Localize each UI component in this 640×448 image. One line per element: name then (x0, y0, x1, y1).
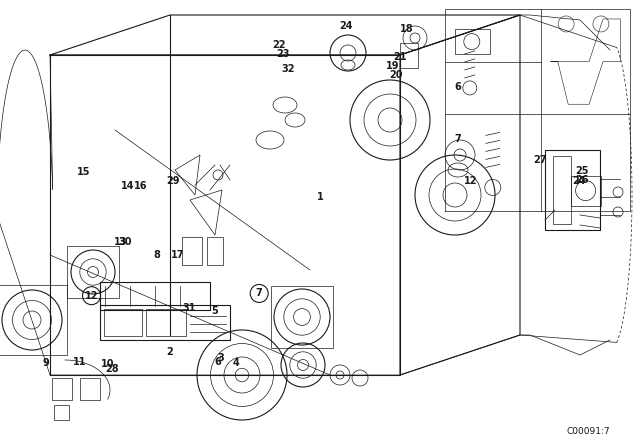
Bar (271, 286, 333, 348)
Text: 18: 18 (400, 24, 414, 34)
Bar (455, 29, 490, 54)
Text: 14: 14 (121, 181, 135, 191)
Text: 13: 13 (113, 237, 127, 247)
Text: 3: 3 (218, 353, 224, 363)
Text: 17: 17 (171, 250, 185, 260)
Bar (553, 156, 571, 224)
Bar (52, 378, 72, 400)
Text: 24: 24 (572, 177, 586, 186)
Text: 8: 8 (154, 250, 160, 260)
Text: 7: 7 (455, 134, 461, 144)
Text: 12: 12 (84, 291, 99, 301)
Text: 11: 11 (73, 357, 87, 367)
Text: 24: 24 (339, 21, 353, 31)
Bar (146, 309, 186, 336)
Text: 32: 32 (281, 65, 295, 74)
Text: 23: 23 (276, 49, 290, 59)
Text: 20: 20 (388, 70, 403, 80)
Text: 7: 7 (256, 289, 262, 298)
Text: 6: 6 (214, 357, 221, 367)
Bar (571, 176, 600, 206)
Text: 4: 4 (232, 358, 239, 368)
Text: 10: 10 (100, 359, 115, 369)
Text: 6: 6 (455, 82, 461, 92)
Bar (104, 309, 142, 336)
Text: 12: 12 (463, 177, 477, 186)
Text: 16: 16 (134, 181, 148, 191)
Text: 15: 15 (76, 168, 90, 177)
Text: 19: 19 (385, 61, 399, 71)
Text: 1: 1 (317, 192, 323, 202)
Bar (207, 237, 223, 265)
Text: 27: 27 (532, 155, 547, 165)
Text: C00091:7: C00091:7 (567, 427, 611, 436)
Bar (80, 378, 100, 400)
Text: 29: 29 (166, 177, 180, 186)
Text: 22: 22 (272, 40, 286, 50)
Bar (54, 405, 69, 420)
Text: 21: 21 (393, 52, 407, 62)
Bar (545, 150, 600, 230)
Bar (100, 282, 210, 310)
Bar (100, 305, 230, 340)
Text: 5: 5 (211, 306, 218, 316)
Text: 25: 25 (575, 166, 589, 176)
Bar (182, 237, 202, 265)
Bar (67, 246, 119, 298)
Text: 2: 2 (166, 347, 173, 357)
Text: 30: 30 (118, 237, 132, 247)
Text: 26: 26 (575, 175, 589, 185)
Text: 28: 28 (105, 364, 119, 374)
Bar (0, 285, 67, 355)
Bar (400, 43, 418, 68)
Text: 9: 9 (43, 358, 49, 368)
Text: 31: 31 (182, 303, 196, 313)
